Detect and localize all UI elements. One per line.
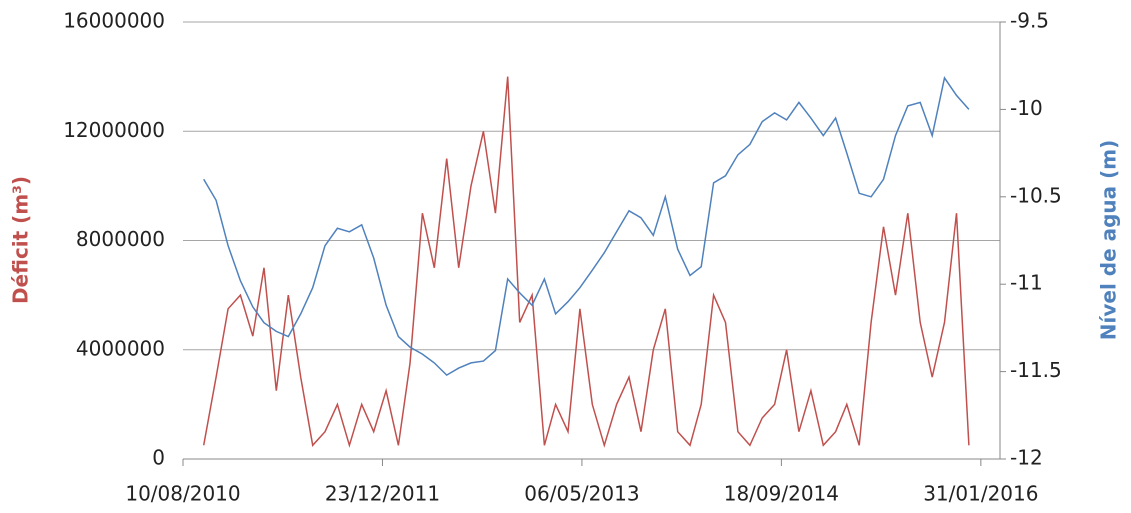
y-tick-label: 8000000 — [76, 227, 165, 251]
series-line — [202, 76, 970, 448]
y2-tick-label: -10 — [1010, 96, 1043, 120]
x-tick-label: 06/05/2013 — [524, 482, 639, 506]
x-tick-label: 31/01/2016 — [923, 482, 1038, 506]
y-tick-label: 16000000 — [63, 9, 165, 33]
y2-tick-label: -10.5 — [1010, 183, 1062, 207]
x-tick-label: 23/12/2011 — [325, 482, 440, 506]
y2-axis-label: Nível de agua (m) — [1097, 140, 1121, 341]
y2-tick-label: -11.5 — [1010, 358, 1062, 382]
y-tick-label: 12000000 — [63, 118, 165, 142]
x-tick-label: 18/09/2014 — [724, 482, 839, 506]
y-tick-label: 4000000 — [76, 336, 165, 360]
y2-tick-label: -9.5 — [1010, 9, 1049, 33]
y2-tick-label: -12 — [1010, 446, 1043, 470]
series-line — [203, 76, 970, 377]
y-axis-label: Déficit (m³) — [9, 176, 33, 304]
x-tick-label: 10/08/2010 — [125, 482, 240, 506]
y2-tick-label: -11 — [1010, 271, 1043, 295]
y-tick-label: 0 — [152, 446, 165, 470]
